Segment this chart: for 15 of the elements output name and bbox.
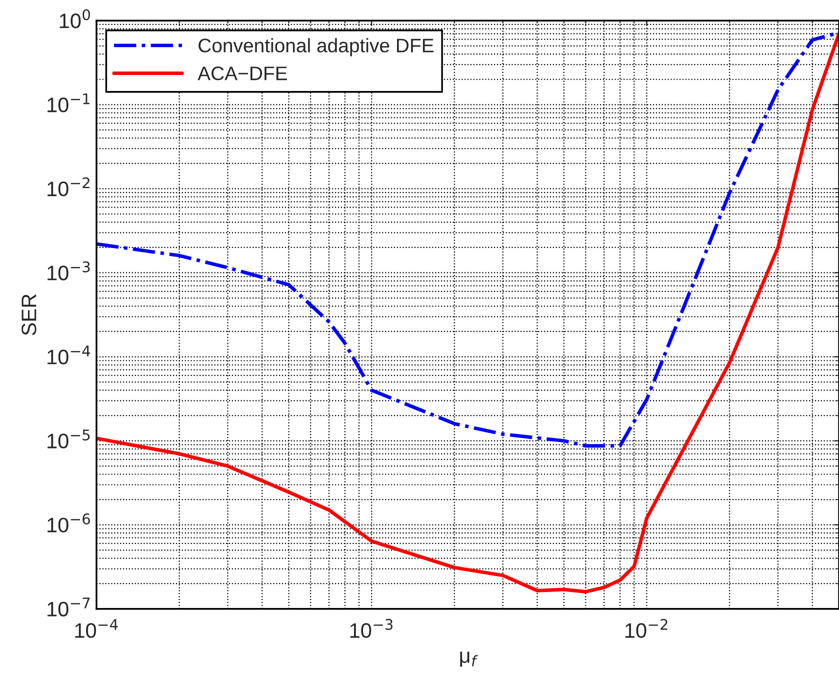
y-tick-label: 10$^{−1}$ bbox=[48, 93, 90, 112]
y-tick-label: 10$^{0}$ bbox=[60, 9, 90, 28]
y-tick-label: 10$^{−6}$ bbox=[48, 513, 90, 532]
x-axis-title: μ$_{f}$ bbox=[460, 652, 478, 667]
legend-label: ACA−DFE bbox=[198, 66, 287, 80]
y-tick-label: 10$^{−7}$ bbox=[48, 598, 90, 616]
x-tick-label: 10$^{−3}$ bbox=[350, 618, 392, 638]
legend-label: Conventional adaptive DFE bbox=[198, 38, 434, 56]
y-tick-label: 10$^{−3}$ bbox=[48, 261, 90, 280]
y-tick-label: 10$^{−2}$ bbox=[48, 177, 90, 196]
y-tick-label: 10$^{−4}$ bbox=[48, 346, 90, 364]
x-tick-label: 10$^{−4}$ bbox=[75, 619, 118, 638]
y-tick-label: 10$^{−5}$ bbox=[48, 430, 90, 448]
x-tick-label: 10$^{−2}$ bbox=[625, 618, 668, 638]
y-axis-title: SER bbox=[22, 294, 36, 336]
